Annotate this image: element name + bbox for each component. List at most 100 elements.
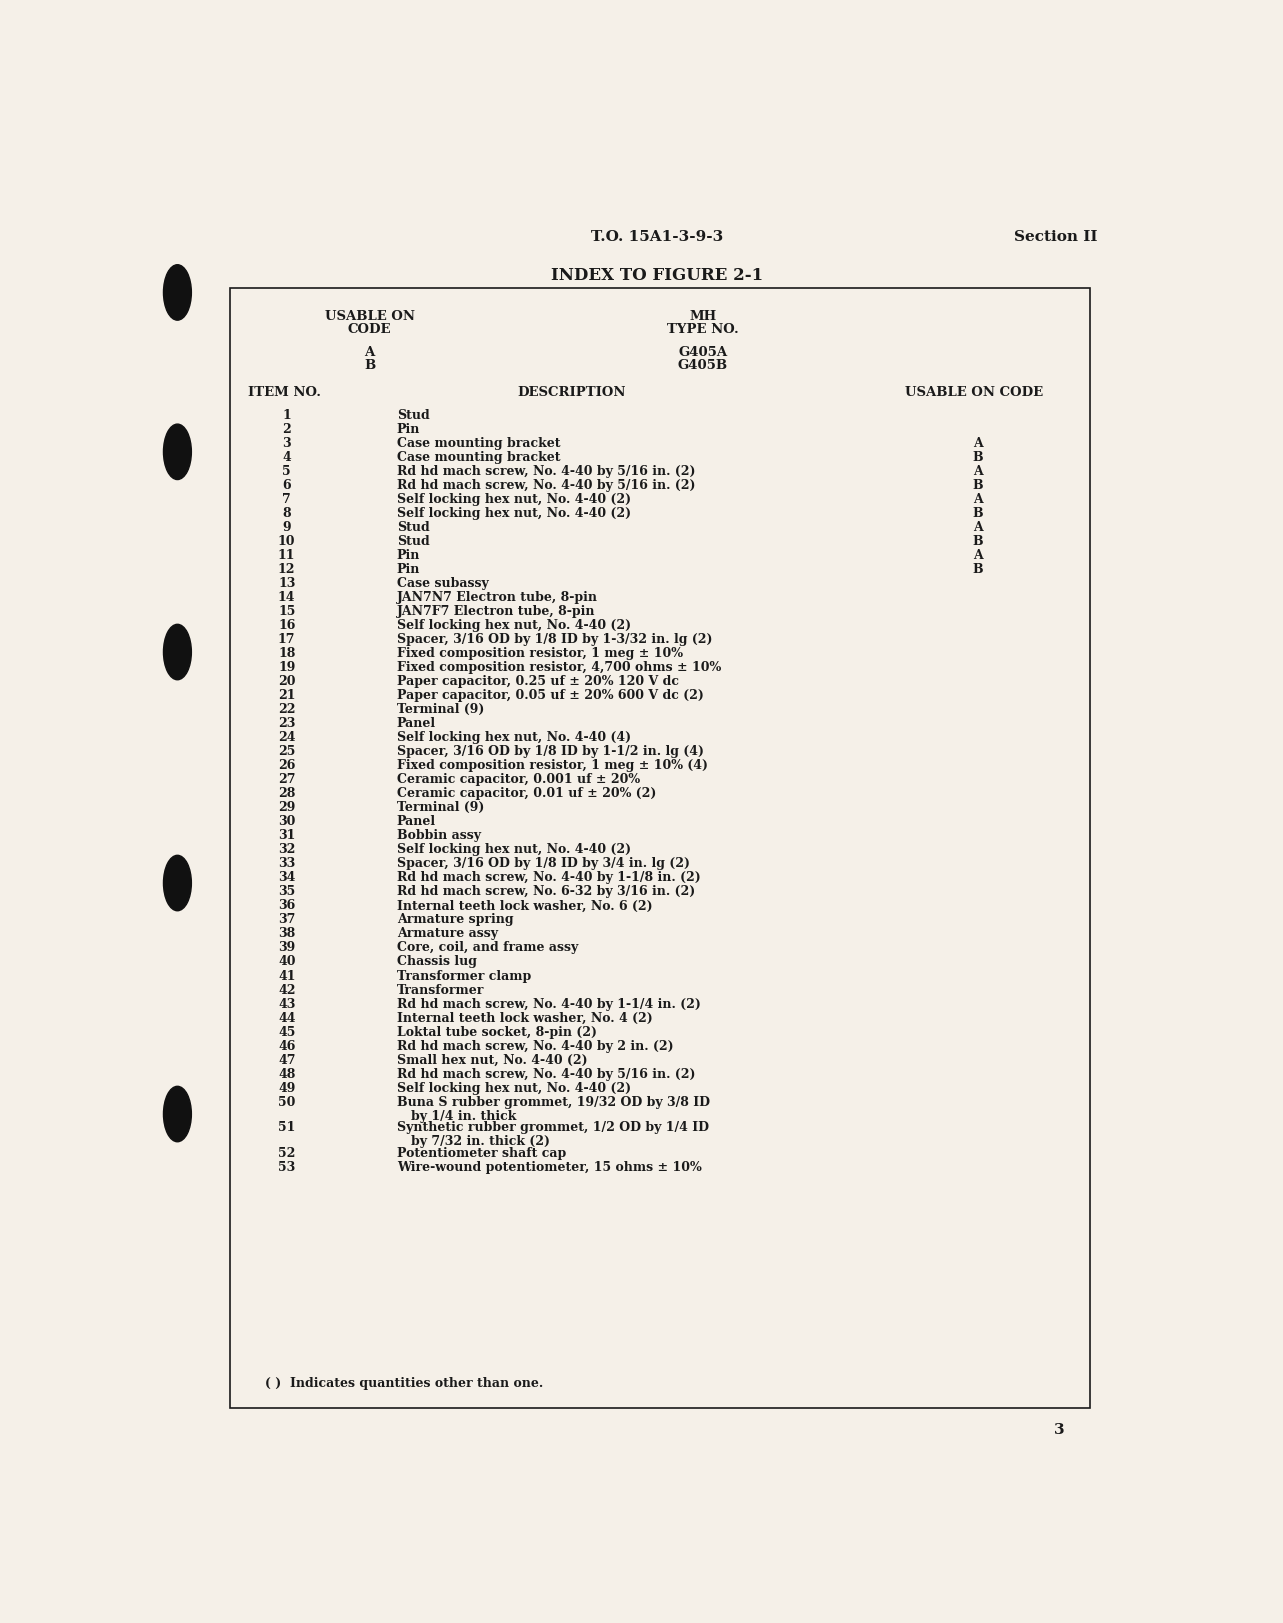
Text: Paper capacitor, 0.05 uf ± 20% 600 V dc (2): Paper capacitor, 0.05 uf ± 20% 600 V dc …	[396, 688, 703, 701]
Text: 45: 45	[278, 1026, 295, 1039]
Text: 40: 40	[278, 954, 295, 967]
Text: Stud: Stud	[396, 409, 430, 422]
Text: Self locking hex nut, No. 4-40 (2): Self locking hex nut, No. 4-40 (2)	[396, 1081, 631, 1094]
Text: Self locking hex nut, No. 4-40 (2): Self locking hex nut, No. 4-40 (2)	[396, 618, 631, 631]
Text: 27: 27	[278, 773, 295, 786]
Text: 50: 50	[278, 1096, 295, 1109]
Text: 3: 3	[1055, 1422, 1065, 1436]
Text: 36: 36	[278, 899, 295, 912]
Text: 32: 32	[278, 842, 295, 855]
Ellipse shape	[163, 266, 191, 321]
Text: B: B	[364, 359, 375, 372]
Text: 25: 25	[278, 745, 295, 758]
Text: Rd hd mach screw, No. 4-40 by 5/16 in. (2): Rd hd mach screw, No. 4-40 by 5/16 in. (…	[396, 464, 695, 477]
Text: Rd hd mach screw, No. 4-40 by 5/16 in. (2): Rd hd mach screw, No. 4-40 by 5/16 in. (…	[396, 479, 695, 492]
Text: Spacer, 3/16 OD by 1/8 ID by 1-3/32 in. lg (2): Spacer, 3/16 OD by 1/8 ID by 1-3/32 in. …	[396, 633, 712, 646]
Text: 19: 19	[278, 661, 295, 674]
Text: 16: 16	[278, 618, 295, 631]
Text: 12: 12	[278, 563, 295, 576]
Text: G405A: G405A	[679, 346, 727, 359]
Text: 5: 5	[282, 464, 291, 477]
Text: B: B	[973, 534, 983, 547]
Text: 34: 34	[278, 872, 295, 885]
Text: 8: 8	[282, 506, 291, 519]
Text: Fixed composition resistor, 1 meg ± 10%: Fixed composition resistor, 1 meg ± 10%	[396, 648, 683, 661]
Text: B: B	[973, 506, 983, 519]
Text: T.O. 15A1-3-9-3: T.O. 15A1-3-9-3	[591, 230, 724, 243]
Text: 31: 31	[278, 829, 295, 842]
Text: 2: 2	[282, 422, 291, 435]
Text: Potentiometer shaft cap: Potentiometer shaft cap	[396, 1146, 566, 1159]
Text: 3: 3	[282, 437, 291, 450]
Text: 1: 1	[282, 409, 291, 422]
Text: Rd hd mach screw, No. 4-40 by 1-1/8 in. (2): Rd hd mach screw, No. 4-40 by 1-1/8 in. …	[396, 872, 701, 885]
Text: 49: 49	[278, 1081, 295, 1094]
Text: Fixed composition resistor, 1 meg ± 10% (4): Fixed composition resistor, 1 meg ± 10% …	[396, 760, 708, 773]
Text: 35: 35	[278, 885, 295, 898]
Text: Section II: Section II	[1014, 230, 1097, 243]
Text: USABLE ON: USABLE ON	[325, 310, 414, 323]
Text: 14: 14	[278, 591, 295, 604]
Text: Transformer clamp: Transformer clamp	[396, 969, 531, 982]
Text: Internal teeth lock washer, No. 4 (2): Internal teeth lock washer, No. 4 (2)	[396, 1011, 653, 1024]
Text: Armature spring: Armature spring	[396, 912, 513, 925]
Text: 23: 23	[278, 717, 295, 730]
Text: 53: 53	[278, 1160, 295, 1173]
Text: 41: 41	[278, 969, 295, 982]
Text: ( )  Indicates quantities other than one.: ( ) Indicates quantities other than one.	[266, 1376, 543, 1389]
Text: 28: 28	[278, 787, 295, 800]
Text: B: B	[973, 563, 983, 576]
Text: Pin: Pin	[396, 563, 420, 576]
Text: 18: 18	[278, 648, 295, 661]
Text: 33: 33	[278, 857, 295, 870]
Text: 21: 21	[278, 688, 295, 701]
Text: 51: 51	[278, 1120, 295, 1133]
Text: 46: 46	[278, 1039, 295, 1052]
Text: 15: 15	[278, 605, 295, 618]
Text: Case mounting bracket: Case mounting bracket	[396, 451, 561, 464]
Bar	[230, 289, 1091, 1409]
Text: Stud: Stud	[396, 534, 430, 547]
Text: 17: 17	[278, 633, 295, 646]
Text: G405B: G405B	[677, 359, 727, 372]
Text: Internal teeth lock washer, No. 6 (2): Internal teeth lock washer, No. 6 (2)	[396, 899, 652, 912]
Text: Terminal (9): Terminal (9)	[396, 703, 484, 716]
Text: by 7/32 in. thick (2): by 7/32 in. thick (2)	[411, 1134, 549, 1147]
Text: A: A	[973, 549, 983, 562]
Text: 47: 47	[278, 1053, 295, 1066]
Text: Stud: Stud	[396, 521, 430, 534]
Text: Self locking hex nut, No. 4-40 (2): Self locking hex nut, No. 4-40 (2)	[396, 493, 631, 506]
Text: USABLE ON CODE: USABLE ON CODE	[905, 386, 1043, 399]
Text: JAN7F7 Electron tube, 8-pin: JAN7F7 Electron tube, 8-pin	[396, 605, 595, 618]
Text: Ceramic capacitor, 0.01 uf ± 20% (2): Ceramic capacitor, 0.01 uf ± 20% (2)	[396, 787, 656, 800]
Text: Armature assy: Armature assy	[396, 927, 498, 940]
Text: A: A	[973, 464, 983, 477]
Text: Spacer, 3/16 OD by 1/8 ID by 1-1/2 in. lg (4): Spacer, 3/16 OD by 1/8 ID by 1-1/2 in. l…	[396, 745, 704, 758]
Text: Pin: Pin	[396, 549, 420, 562]
Text: 13: 13	[278, 576, 295, 589]
Ellipse shape	[163, 625, 191, 680]
Text: 6: 6	[282, 479, 291, 492]
Text: Rd hd mach screw, No. 4-40 by 5/16 in. (2): Rd hd mach screw, No. 4-40 by 5/16 in. (…	[396, 1066, 695, 1079]
Text: Paper capacitor, 0.25 uf ± 20% 120 V dc: Paper capacitor, 0.25 uf ± 20% 120 V dc	[396, 675, 679, 688]
Text: 42: 42	[278, 984, 295, 997]
Text: 7: 7	[282, 493, 291, 506]
Text: Transformer: Transformer	[396, 984, 484, 997]
Text: Self locking hex nut, No. 4-40 (4): Self locking hex nut, No. 4-40 (4)	[396, 730, 631, 743]
Text: 48: 48	[278, 1066, 295, 1079]
Text: Bobbin assy: Bobbin assy	[396, 829, 481, 842]
Text: ITEM NO.: ITEM NO.	[248, 386, 321, 399]
Text: INDEX TO FIGURE 2-1: INDEX TO FIGURE 2-1	[552, 268, 763, 284]
Text: B: B	[973, 451, 983, 464]
Text: Panel: Panel	[396, 717, 436, 730]
Ellipse shape	[163, 1087, 191, 1143]
Text: A: A	[973, 493, 983, 506]
Text: 4: 4	[282, 451, 291, 464]
Text: A: A	[364, 346, 375, 359]
Text: Synthetic rubber grommet, 1/2 OD by 1/4 ID: Synthetic rubber grommet, 1/2 OD by 1/4 …	[396, 1120, 708, 1133]
Text: Panel: Panel	[396, 815, 436, 828]
Text: JAN7N7 Electron tube, 8-pin: JAN7N7 Electron tube, 8-pin	[396, 591, 598, 604]
Text: Loktal tube socket, 8-pin (2): Loktal tube socket, 8-pin (2)	[396, 1026, 597, 1039]
Text: Self locking hex nut, No. 4-40 (2): Self locking hex nut, No. 4-40 (2)	[396, 506, 631, 519]
Text: Fixed composition resistor, 4,700 ohms ± 10%: Fixed composition resistor, 4,700 ohms ±…	[396, 661, 721, 674]
